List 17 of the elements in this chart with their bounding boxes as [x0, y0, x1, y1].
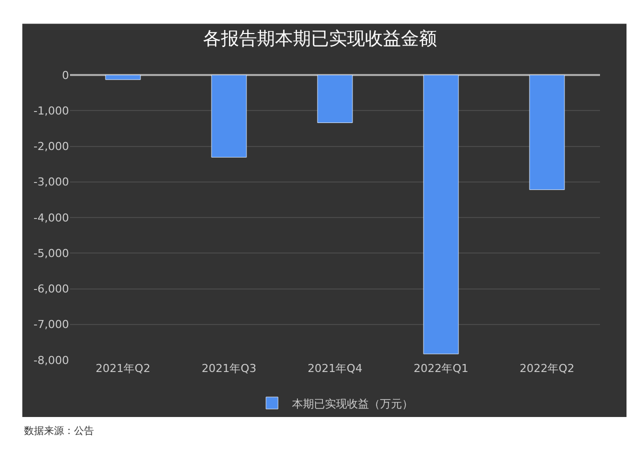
- x-tick-label: 2021年Q2: [96, 362, 150, 375]
- source-note: 数据来源：公告: [24, 425, 94, 437]
- y-tick-label: -6,000: [34, 282, 69, 296]
- x-tick-label: 2022年Q1: [414, 362, 468, 375]
- x-tick-label: 2021年Q4: [308, 362, 362, 375]
- chart-title: 各报告期本期已实现收益金额: [203, 28, 437, 50]
- y-tick-label: -4,000: [34, 211, 69, 224]
- x-tick-label: 2022年Q2: [520, 362, 574, 375]
- y-tick-label: 0: [62, 68, 69, 82]
- y-tick-label: -2,000: [34, 140, 69, 154]
- y-tick-label: -3,000: [34, 176, 69, 189]
- y-tick-label: -5,000: [34, 246, 69, 260]
- legend-label: 本期已实现收益（万元）: [292, 397, 413, 410]
- y-tick-label: -7,000: [34, 318, 69, 332]
- y-tick-label: -1,000: [34, 104, 69, 118]
- x-tick-label: 2021年Q3: [202, 362, 256, 375]
- y-tick-label: -8,000: [34, 354, 69, 367]
